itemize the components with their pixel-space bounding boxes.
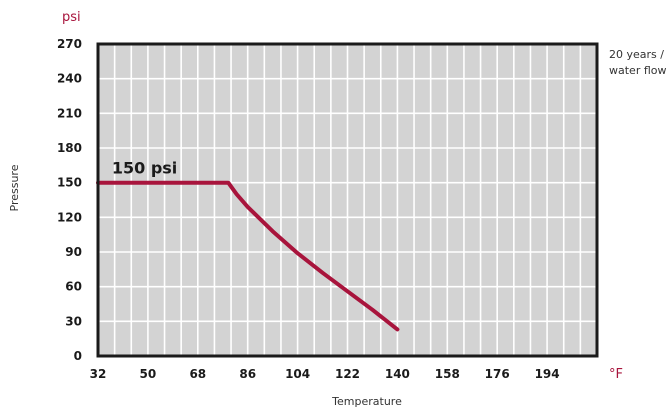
- x-unit-label: °F: [609, 367, 623, 382]
- y-tick-label: 0: [74, 349, 82, 363]
- plot-frame: [96, 42, 599, 358]
- x-tick-label: 140: [385, 367, 410, 381]
- x-tick-label: 32: [90, 367, 107, 381]
- grid-lines: [98, 44, 597, 356]
- side-note-line-2: water flow: [609, 64, 667, 77]
- x-tick-label: 86: [239, 367, 256, 381]
- x-tick-label: 194: [535, 367, 560, 381]
- y-tick-label: 180: [57, 141, 82, 155]
- x-tick-labels: 32 50 68 86 104 122 140 158 176 194: [90, 367, 560, 381]
- x-tick-label: 104: [285, 367, 310, 381]
- y-axis-title: Pressure: [8, 164, 21, 211]
- plot-border: [96, 42, 599, 358]
- annotation-150-psi: 150 psi: [112, 158, 177, 177]
- y-tick-label: 270: [57, 37, 82, 51]
- y-tick-labels: 0 30 60 90 120 150 180 210 240 270: [57, 37, 82, 363]
- y-tick-label: 120: [57, 210, 82, 224]
- x-tick-label: 158: [435, 367, 460, 381]
- x-tick-label: 176: [485, 367, 510, 381]
- series-line: [96, 180, 400, 332]
- x-tick-label: 50: [140, 367, 157, 381]
- y-tick-label: 150: [57, 176, 82, 190]
- y-tick-label: 90: [65, 245, 82, 259]
- y-tick-label: 240: [57, 72, 82, 86]
- y-tick-label: 210: [57, 106, 82, 120]
- x-axis-title: Temperature: [331, 395, 402, 408]
- x-tick-label: 68: [189, 367, 206, 381]
- y-tick-label: 60: [65, 280, 82, 294]
- y-tick-label: 30: [65, 314, 82, 328]
- side-note-line-1: 20 years /: [609, 48, 664, 61]
- y-unit-label: psi: [62, 10, 81, 25]
- x-tick-label: 122: [335, 367, 360, 381]
- series-layer: [96, 180, 400, 332]
